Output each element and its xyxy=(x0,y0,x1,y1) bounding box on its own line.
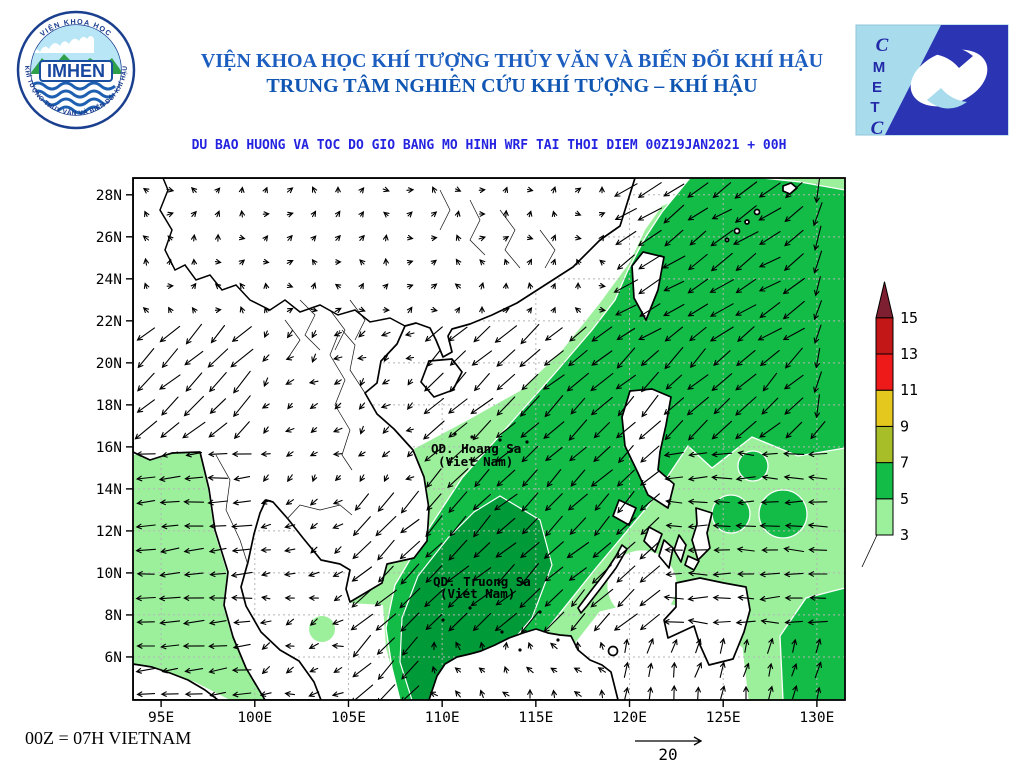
lon-tick-label-105E: 105E xyxy=(331,710,366,726)
reference-vector-label: 20 xyxy=(658,745,677,764)
map-frame xyxy=(132,177,846,701)
colorbar-value-9: 9 xyxy=(900,417,909,435)
hoang-sa-label-line1: QD. Hoang Sa xyxy=(431,441,521,456)
imhen-acronym: IMHEN xyxy=(47,61,105,81)
lon-tick-label-130E: 130E xyxy=(799,710,834,726)
lat-tick-label-6N: 6N xyxy=(105,650,122,666)
mainland-asia xyxy=(133,178,636,700)
colorbar-value-5: 5 xyxy=(900,490,909,508)
lon-tick-label-110E: 110E xyxy=(425,710,460,726)
cmetc-logo-graphic: C M E T C xyxy=(855,24,1009,139)
colorbar-segment-5-7 xyxy=(875,462,894,500)
cmetc-letters: C M E T C xyxy=(870,35,889,139)
lat-tick-label-12N: 12N xyxy=(96,524,122,540)
longitude-axis-labels: 95E 100E 105E 110E 115E 120E 125E 130E xyxy=(148,710,834,726)
forecast-subtitle: DU BAO HUONG VA TOC DO GIO BANG MO HINH … xyxy=(191,138,787,153)
colorbar-value-15: 15 xyxy=(900,309,918,327)
landmasses xyxy=(133,178,798,700)
lon-tick-label-100E: 100E xyxy=(237,710,272,726)
borneo-island xyxy=(428,628,619,700)
imhen-logo-graphic: IMHEN VIỆN KHOA HỌC KHÍ TƯỢNG THỦY VĂN V… xyxy=(16,10,136,130)
colorbar-segment-7-9 xyxy=(875,425,894,464)
lat-tick-label-20N: 20N xyxy=(96,356,122,372)
colorbar-segment-13-15 xyxy=(875,317,894,355)
luzon-island xyxy=(621,388,675,509)
truong-sa-label-line2: (Viet Nam) xyxy=(440,586,515,601)
cmetc-letter-m: M xyxy=(873,59,886,76)
colorbar-value-11: 11 xyxy=(900,381,918,399)
header: VIỆN KHOA HỌC KHÍ TƯỢNG THỦY VĂN VÀ BIẾN… xyxy=(150,50,874,98)
reference-vector-arrow xyxy=(635,736,703,746)
mindanao-island xyxy=(663,577,751,666)
lon-tick-label-115E: 115E xyxy=(518,710,553,726)
lat-tick-label-8N: 8N xyxy=(105,608,122,624)
wind-speed-shading-level3 xyxy=(399,495,553,700)
wind-vector-field xyxy=(134,178,828,700)
center-title: TRUNG TÂM NGHIÊN CỨU KHÍ TƯỢNG – KHÍ HẬU xyxy=(266,75,758,97)
admin-borders xyxy=(215,189,556,566)
colorbar-tail-line xyxy=(861,534,878,568)
lat-tick-label-24N: 24N xyxy=(96,272,122,288)
lat-tick-label-18N: 18N xyxy=(96,398,122,414)
colorbar-overflow-tip xyxy=(875,281,894,319)
truong-sa-label-line1: QD. Truong Sa xyxy=(433,574,531,589)
latitude-axis-labels: 28N 26N 24N 22N 20N 18N 16N 14N 12N 10N 8N 6N xyxy=(96,188,122,666)
lon-tick-label-120E: 120E xyxy=(612,710,647,726)
lat-tick-label-22N: 22N xyxy=(96,314,122,330)
lat-tick-label-26N: 26N xyxy=(96,230,122,246)
map-annotations: QD. Hoang Sa (Viet Nam) QD. Truong Sa (V… xyxy=(431,441,531,601)
colorbar-labels: 3 5 7 9 11 13 15 xyxy=(900,309,918,544)
wind-speed-colorbar xyxy=(861,281,894,568)
imhen-logo: IMHEN VIỆN KHOA HỌC KHÍ TƯỢNG THỦY VĂN V… xyxy=(16,10,136,135)
hoang-sa-label-line2: (Viet Nam) xyxy=(438,454,513,469)
institute-title: VIỆN KHOA HỌC KHÍ TƯỢNG THỦY VĂN VÀ BIẾN… xyxy=(200,50,824,72)
lon-tick-label-125E: 125E xyxy=(706,710,741,726)
lat-tick-label-28N: 28N xyxy=(96,188,122,204)
cmetc-letter-e: E xyxy=(872,79,882,96)
colorbar-value-13: 13 xyxy=(900,345,918,363)
lon-tick-label-95E: 95E xyxy=(148,710,174,726)
cmetc-letter-t: T xyxy=(870,99,879,116)
cmetc-logo: C M E T C xyxy=(855,24,1009,141)
island-markers xyxy=(441,432,560,652)
lat-tick-label-16N: 16N xyxy=(96,440,122,456)
colorbar-value-3: 3 xyxy=(900,526,909,544)
lat-tick-label-10N: 10N xyxy=(96,566,122,582)
colorbar-value-7: 7 xyxy=(900,454,909,472)
colorbar-segment-11-13 xyxy=(875,353,894,391)
cmetc-logo-s-shape xyxy=(910,49,988,107)
wind-arrows-path xyxy=(134,178,828,700)
lat-tick-label-14N: 14N xyxy=(96,482,122,498)
cmetc-letter-c1: C xyxy=(876,35,889,56)
colorbar-segment-3-5 xyxy=(875,498,894,536)
axis-ticks xyxy=(126,194,818,707)
colorbar-segment-9-11 xyxy=(875,389,894,427)
time-zone-note: 00Z = 07H VIETNAM xyxy=(25,728,191,748)
cmetc-letter-c2: C xyxy=(871,118,884,136)
